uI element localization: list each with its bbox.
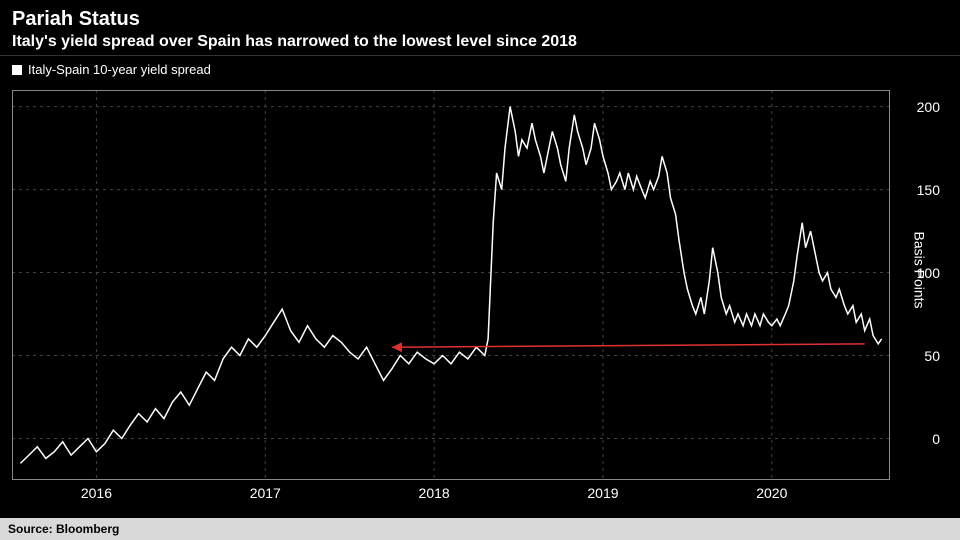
legend: Italy-Spain 10-year yield spread [0,56,960,83]
chart-footer: Source: Bloomberg [0,518,960,540]
y-tick-label: 150 [917,182,940,198]
chart-subtitle: Italy's yield spread over Spain has narr… [12,33,948,51]
x-axis-ticks: 2016 2017 2018 2019 2020 [12,485,890,505]
source-label: Source: Bloomberg [8,522,119,536]
chart-header: Pariah Status Italy's yield spread over … [0,0,960,56]
x-tick-label: 2018 [419,485,450,501]
y-tick-label: 0 [932,431,940,447]
y-tick-label: 200 [917,99,940,115]
legend-series-label: Italy-Spain 10-year yield spread [28,62,211,77]
line-chart-svg [12,90,890,480]
chart-plot-area [12,90,890,480]
chart-title: Pariah Status [12,8,948,31]
legend-marker [12,65,22,75]
x-tick-label: 2020 [756,485,787,501]
x-tick-label: 2016 [81,485,112,501]
y-axis-label: Basis Points [911,231,927,308]
x-tick-label: 2019 [587,485,618,501]
y-tick-label: 50 [924,348,940,364]
x-tick-label: 2017 [250,485,281,501]
